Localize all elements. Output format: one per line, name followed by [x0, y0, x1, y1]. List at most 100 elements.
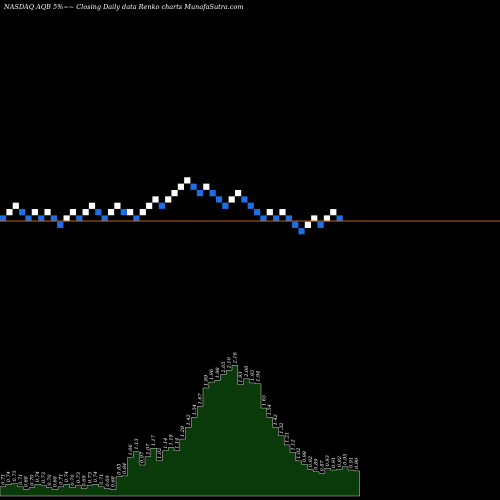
- renko-brick-up: [171, 190, 178, 197]
- volume-label: 1.42: [186, 414, 192, 425]
- volume-label: 0.71: [58, 474, 64, 485]
- volume-label: 1.95: [250, 370, 256, 381]
- renko-brick-up: [107, 209, 115, 216]
- renko-brick-down: [222, 202, 229, 209]
- volume-label: 0.83: [116, 464, 122, 475]
- renko-brick-up: [63, 215, 70, 222]
- volume-label: 1.65: [261, 395, 267, 406]
- volume-label: 1.94: [256, 371, 262, 382]
- volume-label: 2.10: [227, 356, 233, 369]
- volume-label: 0.74: [35, 471, 41, 482]
- renko-brick-down: [101, 215, 108, 222]
- volume-label: 0.68: [24, 476, 30, 487]
- renko-brick-down: [285, 215, 292, 222]
- volume-label: 1.96: [209, 368, 215, 380]
- renko-brick-up: [6, 209, 13, 216]
- renko-brick-up: [203, 183, 210, 190]
- renko-brick-up: [152, 196, 159, 203]
- renko-brick-down: [215, 196, 223, 203]
- volume-label: 1.93: [238, 371, 244, 382]
- volume-label: 0.74: [64, 471, 70, 482]
- volume-label: 0.73: [41, 472, 47, 483]
- volume-label: 0.91: [348, 457, 354, 468]
- volume-label: 0.71: [18, 474, 24, 485]
- renko-brick-down: [336, 215, 343, 222]
- volume-label: 1.21: [285, 432, 291, 443]
- renko-brick-up: [304, 221, 311, 228]
- renko-brick-down: [292, 221, 299, 228]
- renko-brick-up: [266, 209, 273, 216]
- renko-brick-down: [247, 202, 254, 209]
- volume-label: 0.68: [111, 476, 117, 487]
- renko-brick-down: [273, 215, 280, 222]
- volume-label: 1.02: [296, 448, 302, 459]
- renko-brick-down: [158, 202, 165, 209]
- renko-brick-up: [228, 196, 235, 203]
- renko-brick-up: [323, 215, 331, 222]
- volume-label: 1.89: [203, 374, 209, 386]
- renko-brick-up: [82, 209, 89, 216]
- volume-label: 1.42: [273, 414, 279, 425]
- volume-label: 0.68: [53, 476, 59, 487]
- volume-label: 0.92: [337, 456, 343, 467]
- volume-label: 0.70: [70, 474, 76, 486]
- renko-brick-up: [177, 183, 184, 190]
- volume-panel: 0.71 0.74 0.75 0.71 0.68 0.70 0.74 0.73 0.70 0.68…: [0, 351, 360, 497]
- volume-area: [0, 365, 360, 497]
- renko-bricks: [0, 177, 343, 235]
- renko-brick-down: [260, 215, 267, 222]
- volume-label: 1.14: [174, 438, 180, 449]
- volume-label: 0.71: [0, 474, 6, 485]
- renko-brick-down: [50, 215, 57, 222]
- renko-brick-down: [241, 196, 248, 203]
- volume-label: 0.98: [302, 451, 308, 462]
- volume-label: 0.92: [308, 456, 314, 467]
- volume-label: 1.12: [290, 439, 296, 450]
- renko-brick-up: [31, 209, 38, 216]
- volume-label: 1.07: [145, 443, 151, 455]
- renko-brick-up: [184, 177, 191, 184]
- volume-label: 1.32: [279, 423, 285, 434]
- renko-brick-up: [165, 196, 172, 203]
- renko-brick-down: [120, 209, 127, 216]
- volume-label: 0.89: [314, 458, 320, 470]
- volume-label: 0.91: [331, 457, 337, 468]
- renko-brick-up: [127, 209, 134, 216]
- renko-brick-down: [190, 183, 197, 190]
- volume-label: 0.71: [99, 474, 105, 485]
- volume-label: 2.00: [244, 365, 250, 378]
- renko-brick-up: [146, 202, 153, 209]
- volume-label: 1.54: [192, 404, 198, 415]
- volume-label: 2.16: [232, 351, 238, 364]
- volume-label: 0.87: [319, 459, 325, 471]
- volume-label: 0.84: [122, 463, 128, 474]
- volume-label: 1.18: [169, 434, 175, 445]
- renko-brick-down: [298, 228, 305, 235]
- renko-brick-up: [44, 209, 51, 216]
- volume-label: 0.69: [82, 475, 88, 487]
- volume-label: 1.17: [151, 434, 157, 446]
- renko-brick-down: [133, 215, 140, 222]
- renko-brick-down: [38, 215, 45, 222]
- renko-brick-down: [317, 221, 324, 228]
- volume-label: 1.02: [157, 448, 163, 459]
- volume-label: 0.74: [6, 471, 12, 482]
- volume-label: 0.75: [12, 470, 18, 481]
- volume-label: 0.70: [29, 474, 35, 486]
- renko-brick-down: [25, 215, 32, 222]
- renko-brick-up: [330, 209, 337, 216]
- volume-label: 1.98: [215, 367, 221, 378]
- volume-label: 0.73: [76, 472, 82, 483]
- volume-label: 0.70: [47, 474, 53, 486]
- renko-brick-down: [254, 209, 261, 216]
- renko-brick-down: [209, 190, 216, 197]
- volume-label: 0.74: [93, 471, 99, 482]
- renko-brick-up: [114, 202, 121, 209]
- volume-label: 1.13: [134, 438, 140, 449]
- renko-brick-up: [69, 209, 77, 216]
- volume-label: 1.06: [128, 444, 134, 456]
- renko-brick-up: [12, 202, 19, 209]
- renko-brick-down: [0, 215, 7, 222]
- renko-brick-down: [76, 215, 83, 222]
- volume-label: 0.95: [343, 454, 349, 465]
